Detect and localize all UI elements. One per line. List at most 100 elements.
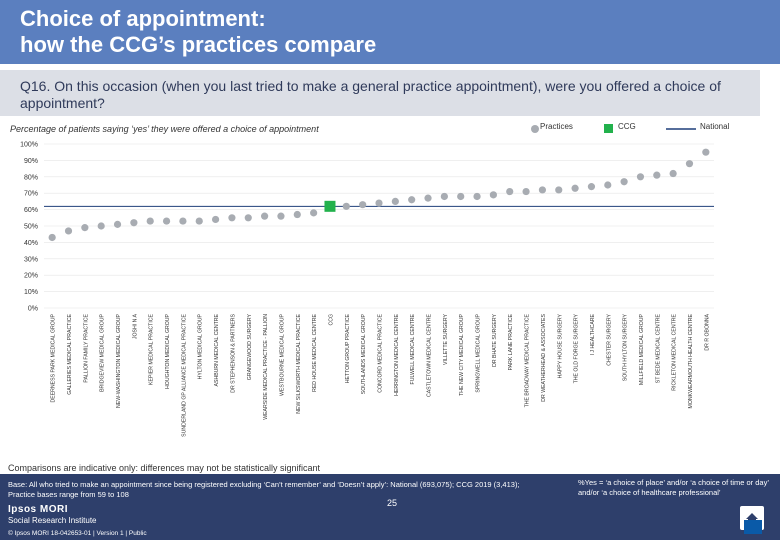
x-tick-label: GALLERIES MEDICAL PRACTICE (67, 313, 73, 394)
x-tick-label: CONCORD MEDICAL PRACTICE (378, 313, 384, 392)
legend-ccg-swatch (604, 124, 613, 133)
x-tick-label: HETTON GROUP PRACTICE (345, 313, 351, 383)
slide-title: Choice of appointment: how the CCG’s pra… (20, 6, 377, 57)
ipsos-logo-icon (744, 520, 762, 534)
x-tick-label: THE OLD FORGE SURGERY (574, 313, 580, 383)
y-tick-label: 30% (24, 256, 38, 263)
x-tick-label: RED HOUSE MEDICAL CENTRE (312, 313, 318, 391)
x-tick-label: VILLETTE SURGERY (443, 313, 449, 364)
y-tick-label: 70% (24, 191, 38, 198)
practice-point (489, 191, 497, 199)
y-tick-label: 50% (24, 224, 38, 231)
ccg-point (324, 200, 336, 212)
x-tick-label: ST BEDE MEDICAL CENTRE (655, 313, 661, 383)
y-tick-label: 90% (24, 158, 38, 165)
practice-point (228, 214, 236, 222)
x-tick-label: MONKWEARMOUTH HEALTH CENTRE (688, 313, 694, 408)
practice-point (293, 210, 301, 219)
y-tick-label: 100% (20, 142, 38, 149)
practice-point (620, 178, 628, 186)
x-tick-label: JOSHI N A (132, 313, 138, 339)
chart-subtitle: Percentage of patients saying ‘yes’ they… (10, 124, 319, 134)
brand-logo: Ipsos MORI Social Research Institute (8, 504, 97, 525)
brand-name: Ipsos MORI (8, 504, 69, 515)
x-tick-label: THE BROADWAY MEDICAL PRACTICE (525, 313, 531, 407)
legend-ccg-label: CCG (618, 122, 636, 131)
copyright: © Ipsos MORI 18-042653-01 | Version 1 | … (8, 530, 147, 537)
practice-point (685, 160, 694, 168)
x-tick-label: SOUTH HYLTON SURGERY (623, 313, 629, 381)
practice-point (653, 171, 661, 179)
x-tick-label: PALLION FAMILY PRACTICE (83, 313, 89, 382)
practice-point (636, 173, 645, 181)
practice-point (440, 192, 448, 201)
footer: Base: All who tried to make an appointme… (0, 474, 780, 540)
practice-point (48, 233, 56, 242)
practice-point (669, 169, 677, 178)
practice-point (408, 196, 416, 204)
legend-national-label: National (700, 122, 730, 131)
practice-point (538, 186, 547, 194)
chart-area: 0% 10% 20% 30% 40% 50% 60% 70% 80% 90% 100% DEERNES… (20, 142, 714, 437)
practice-point (113, 220, 122, 228)
x-tick-label: CASTLETOWN MEDICAL CENTRE (427, 313, 433, 397)
y-tick-label: 60% (24, 207, 38, 214)
y-tick-label: 80% (24, 174, 38, 181)
question-band: Q16. On this occasion (when you last tri… (0, 70, 760, 116)
x-tick-label: MILLFIELD MEDICAL GROUP (639, 313, 645, 385)
practice-point (195, 217, 203, 225)
practice-point (64, 227, 73, 235)
question-text: Q16. On this occasion (when you last tri… (20, 78, 721, 111)
x-tick-label: DR STEPHENSON & PARTNERS (230, 313, 236, 392)
practice-point (211, 215, 220, 224)
practice-point (261, 212, 269, 220)
x-tick-label: DR BHATE SURGERY (492, 313, 498, 366)
practice-point (702, 148, 710, 156)
x-tick-label: ASHBURN MEDICAL CENTRE (214, 313, 220, 386)
x-tick-label: HAPPY HOUSE SURGERY (557, 313, 563, 378)
caveat-note: Comparisons are indicative only: differe… (8, 463, 320, 473)
x-tick-label: I J HEALTHCARE (590, 313, 596, 355)
x-tick-label: DR R OBONNA (704, 313, 710, 350)
x-tick-label: RICKLETON MEDICAL CENTRE (672, 313, 678, 390)
x-tick-label: CCG (328, 314, 334, 326)
practice-point (277, 212, 285, 220)
practice-point (179, 217, 187, 225)
x-tick-label: BRIDGEVIEW MEDICAL GROUP (100, 313, 106, 391)
practice-point (97, 222, 105, 230)
practice-point (359, 201, 367, 209)
x-tick-label: DEERNESS PARK MEDICAL GROUP (51, 313, 57, 402)
practice-point (391, 197, 399, 205)
y-tick-label: 10% (24, 289, 38, 296)
x-tick-label: KEPIER MEDICAL PRACTICE (149, 313, 155, 385)
practice-point (342, 202, 350, 210)
practice-point (375, 199, 383, 207)
x-tick-label: SPRINGWELL MEDICAL GROUP (476, 313, 482, 392)
practice-point (473, 192, 481, 201)
x-tick-label: PARK LANE PRACTICE (508, 313, 514, 370)
practice-point (604, 181, 612, 189)
legend-practices-label: Practices (540, 122, 573, 131)
x-tick-label: THE NEW CITY MEDICAL GROUP (459, 313, 465, 395)
x-tick-label: DR WEATHERHEAD & ASSOCIATES (541, 313, 547, 401)
header-banner: Choice of appointment: how the CCG’s pra… (0, 0, 780, 64)
y-tick-label: 0% (28, 306, 38, 313)
practice-point (457, 192, 465, 201)
practice-point (310, 209, 318, 217)
practice-point (571, 184, 579, 192)
practice-point (162, 217, 171, 225)
x-tick-label: SOUTHLANDS MEDICAL GROUP (361, 313, 367, 394)
x-tick-label: HYLTON MEDICAL GROUP (198, 313, 204, 379)
practice-point (146, 217, 154, 225)
x-tick-label: GRANGEWOOD SURGERY (247, 313, 253, 380)
x-tick-label: HOUGHTON MEDICAL GROUP (165, 313, 171, 388)
practice-point (130, 219, 138, 227)
x-tick-label: WESTBOURNE MEDICAL GROUP (279, 313, 285, 395)
y-tick-label: 20% (24, 273, 38, 280)
x-tick-label: FULWELL MEDICAL CENTRE (410, 313, 416, 384)
x-tick-label: WEARSIDE MEDICAL PRACTICE - PALLION (263, 314, 269, 420)
practice-point (244, 214, 252, 222)
brand-subtitle: Social Research Institute (8, 516, 97, 525)
practice-point (587, 183, 596, 191)
base-note: Base: All who tried to make an appointme… (8, 480, 520, 499)
